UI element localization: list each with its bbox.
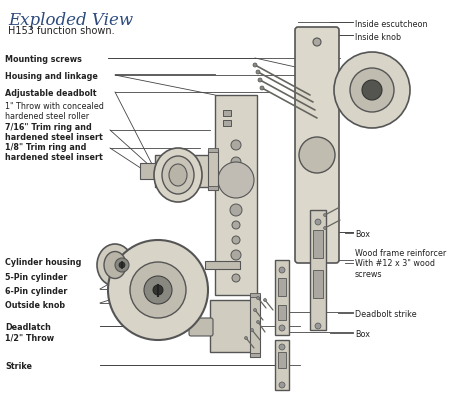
Ellipse shape [162, 156, 194, 194]
Circle shape [334, 52, 410, 128]
Text: Housing and linkage: Housing and linkage [5, 72, 98, 81]
Bar [250, 295, 260, 357]
Circle shape [254, 308, 256, 312]
Circle shape [153, 285, 163, 295]
Circle shape [256, 297, 259, 299]
Ellipse shape [154, 148, 202, 202]
Text: Mounting screws: Mounting screws [5, 55, 82, 64]
Circle shape [231, 140, 241, 150]
Circle shape [108, 240, 208, 340]
Circle shape [258, 78, 262, 82]
Circle shape [264, 299, 266, 301]
Text: 1/8" Trim ring and
hardened steel insert: 1/8" Trim ring and hardened steel insert [5, 143, 103, 162]
Bar [120, 258, 165, 272]
Text: Box: Box [355, 330, 370, 339]
Circle shape [119, 262, 125, 268]
Circle shape [130, 262, 186, 318]
Circle shape [231, 157, 241, 167]
FancyBboxPatch shape [189, 318, 213, 336]
Bar [278, 352, 286, 368]
Circle shape [279, 325, 285, 331]
Bar [208, 148, 218, 152]
Text: Cylinder housing: Cylinder housing [5, 258, 82, 267]
Bar [223, 110, 231, 116]
Circle shape [350, 68, 394, 112]
Ellipse shape [169, 164, 187, 186]
Bar [275, 260, 289, 335]
Bar [140, 163, 158, 179]
Circle shape [279, 382, 285, 388]
Circle shape [315, 219, 321, 225]
Text: Deadbolt strike: Deadbolt strike [355, 310, 417, 319]
Text: Strike: Strike [5, 362, 32, 371]
FancyBboxPatch shape [295, 27, 339, 263]
Bar [313, 230, 323, 258]
Text: 6-Pin cylinder: 6-Pin cylinder [5, 287, 67, 296]
Circle shape [279, 267, 285, 273]
Text: 1" Throw with concealed
hardened steel roller: 1" Throw with concealed hardened steel r… [5, 102, 104, 121]
Bar [275, 340, 289, 390]
Ellipse shape [104, 252, 126, 279]
Text: Exploded View: Exploded View [8, 12, 133, 29]
Circle shape [313, 38, 321, 46]
Circle shape [279, 344, 285, 350]
Bar [313, 270, 323, 298]
Text: Inside knob: Inside knob [355, 33, 401, 42]
Bar [205, 261, 240, 269]
Circle shape [231, 250, 241, 260]
Bar [215, 95, 257, 295]
Circle shape [299, 137, 335, 173]
Circle shape [253, 63, 257, 67]
Text: Box: Box [355, 230, 370, 239]
Circle shape [250, 328, 254, 331]
Circle shape [323, 214, 327, 216]
Ellipse shape [97, 244, 133, 286]
Circle shape [232, 274, 240, 282]
Circle shape [115, 258, 129, 272]
Bar [314, 85, 322, 125]
Circle shape [232, 221, 240, 229]
Text: Deadlatch
1/2" Throw: Deadlatch 1/2" Throw [5, 323, 54, 342]
Circle shape [256, 70, 260, 74]
Circle shape [315, 323, 321, 329]
Bar [310, 210, 326, 330]
Bar [250, 293, 260, 297]
Circle shape [260, 86, 264, 90]
Circle shape [256, 320, 259, 324]
Bar [278, 305, 286, 320]
Text: Adjustable deadbolt: Adjustable deadbolt [5, 89, 97, 98]
Circle shape [323, 227, 327, 229]
Text: Wood frame reinforcer
With #12 x 3" wood
screws: Wood frame reinforcer With #12 x 3" wood… [355, 249, 446, 279]
Bar [250, 353, 260, 357]
Bar [208, 186, 218, 190]
Bar [223, 120, 231, 126]
Text: H153 function shown.: H153 function shown. [8, 26, 115, 36]
Text: Outside knob: Outside knob [5, 301, 65, 310]
Text: 5-Pin cylinder: 5-Pin cylinder [5, 273, 67, 282]
Text: Inside escutcheon: Inside escutcheon [355, 20, 428, 29]
Circle shape [232, 236, 240, 244]
Bar [210, 300, 252, 352]
Circle shape [230, 204, 242, 216]
Bar [278, 278, 286, 296]
Circle shape [362, 80, 382, 100]
Circle shape [144, 276, 172, 304]
Circle shape [245, 337, 247, 339]
Circle shape [218, 162, 254, 198]
Bar [208, 150, 218, 190]
Text: 7/16" Trim ring and
hardened steel insert: 7/16" Trim ring and hardened steel inser… [5, 123, 103, 143]
Bar [155, 155, 215, 187]
